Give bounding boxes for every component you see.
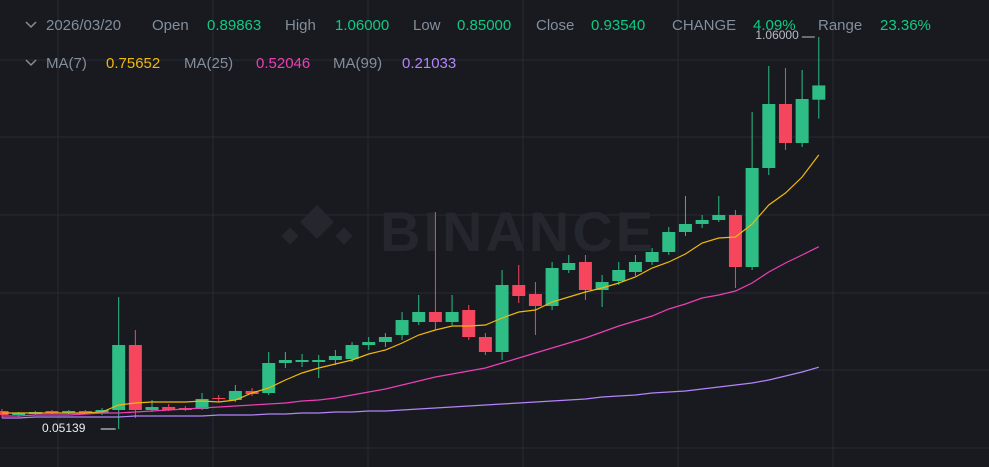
candle-body [278,360,292,364]
candle-body [78,411,92,413]
legend-value: 0.21033 [402,55,456,72]
ma-line [2,154,820,414]
candle-body [162,406,176,410]
candle-body [695,219,709,224]
candle-body [428,312,442,322]
candle-body [795,98,809,143]
marks: 1.06000 0.05139 [0,28,826,435]
candle-body [128,345,142,410]
price-marker: 0.05139 [42,421,86,435]
candle-body [195,398,209,409]
candle-body [395,320,409,335]
candle-body [778,104,792,143]
candle-body [412,312,426,322]
candle-body [328,356,342,361]
candle-body [728,215,742,268]
candle-body [262,363,276,394]
candle-body [145,406,159,410]
candle-body [512,284,526,296]
candle-body [678,223,692,232]
header: 2026/03/20 Open 0.89863 High 1.06000 Low 0.85… [25,17,931,72]
watermark-text: BINANCE [380,200,656,263]
candle-body [462,309,476,338]
candle-body [612,269,626,281]
candle-body [745,168,759,268]
field-value: 1.06000 [335,17,389,34]
field-label: Close [536,17,574,34]
legend-label: MA(99) [333,55,382,72]
field-value: 0.85000 [457,17,511,34]
candle-body [478,337,492,353]
field-value: 4.09% [753,17,796,34]
watermark: BINANCE [281,200,656,263]
legend-label: MA(7) [46,55,87,72]
ma-line [2,366,819,419]
watermark-logo [281,227,299,245]
field-label: High [285,17,316,34]
candle-body [12,412,26,416]
candle-body [578,261,592,291]
field-label: Open [152,17,189,34]
candle-body [562,263,576,270]
field-label: Low [413,17,441,34]
field-value: 0.93540 [591,17,645,34]
legend-value: 0.75652 [106,55,160,72]
candle-body [762,104,776,169]
candle-body [345,345,359,359]
legend-value: 0.52046 [256,55,310,72]
candle-body [45,411,59,413]
candle-body [645,252,659,262]
candle-body [445,312,459,322]
chevron [25,59,37,67]
date: 2026/03/20 [46,17,121,34]
watermark-logo [335,227,353,245]
field-label: Range [818,17,862,34]
candle-body [812,85,826,100]
price-marker: 1.06000 [755,28,799,42]
watermark-logo [300,205,334,239]
candle-body [62,411,76,413]
field-label: CHANGE [672,17,736,34]
candle-body [378,337,392,343]
candle-body [545,268,559,306]
candle-body [628,261,642,272]
candle-body [362,342,376,346]
field-value: 0.89863 [207,17,261,34]
candle-body [595,282,609,291]
field-value: 23.36% [880,17,931,34]
candle-body [228,390,242,401]
legend-label: MA(25) [184,55,233,72]
candle-body [295,360,309,362]
candle-body [712,215,726,220]
candle-body [528,294,542,306]
candle-body [212,397,226,399]
ma-line [2,246,820,417]
candle-body [312,360,326,362]
chevron [25,21,37,29]
candle-body [112,345,126,410]
candle-body [662,231,676,253]
